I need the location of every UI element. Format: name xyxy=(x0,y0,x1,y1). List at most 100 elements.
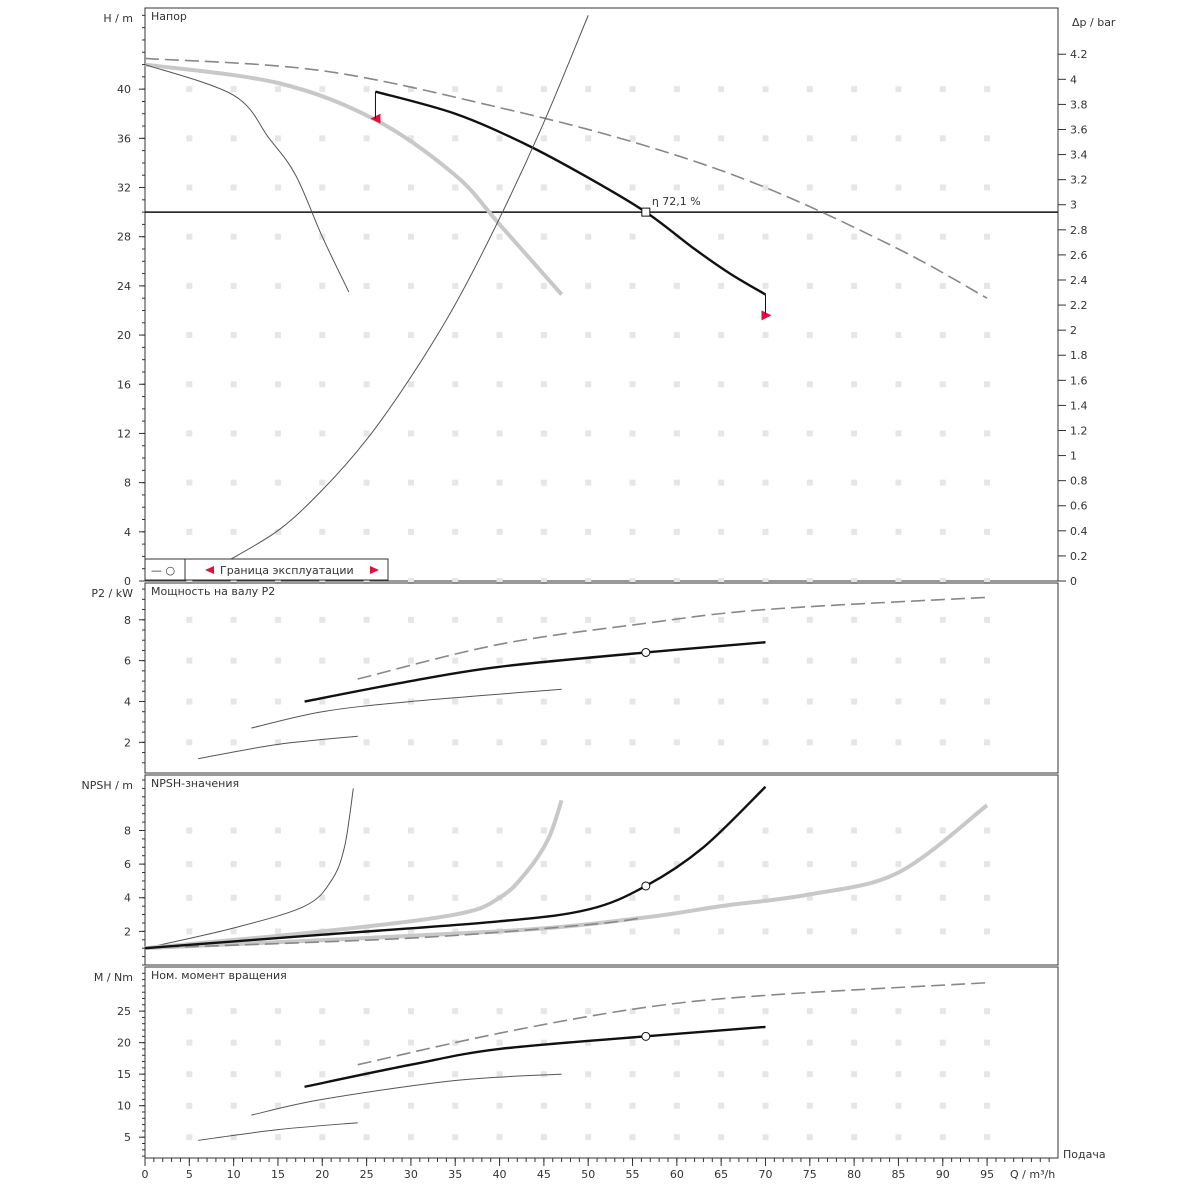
x-tick-label: 50 xyxy=(581,1168,595,1181)
grid-dot xyxy=(585,1071,592,1078)
y-right-tick-label: 3.6 xyxy=(1070,123,1088,136)
grid-dot xyxy=(540,430,547,437)
grid-dot xyxy=(718,1039,725,1046)
grid-dot xyxy=(496,282,503,289)
grid-dot xyxy=(540,184,547,191)
grid-dot xyxy=(939,616,946,623)
grid-dot xyxy=(319,1071,326,1078)
grid-dot xyxy=(319,739,326,746)
grid-dot xyxy=(984,528,991,535)
series-line-main xyxy=(304,1025,766,1088)
grid-dot xyxy=(186,528,193,535)
grid-dot xyxy=(718,184,725,191)
y-right-tick-label: 3.8 xyxy=(1070,98,1088,111)
grid-dot xyxy=(806,184,813,191)
grid-dot xyxy=(319,1008,326,1015)
grid-dot xyxy=(274,1039,281,1046)
grid-dot xyxy=(984,184,991,191)
grid-dot xyxy=(186,1134,193,1141)
grid-dot xyxy=(363,86,370,93)
grid-dot xyxy=(230,233,237,240)
grid-dot xyxy=(673,739,680,746)
x-tick-label: 90 xyxy=(936,1168,950,1181)
grid-dot xyxy=(851,698,858,705)
grid-dot xyxy=(363,381,370,388)
grid-dot xyxy=(673,861,680,868)
grid-dot xyxy=(629,616,636,623)
grid-dot xyxy=(496,430,503,437)
grid-dot xyxy=(319,86,326,93)
duty-point-marker xyxy=(641,207,651,217)
series-line-thin xyxy=(251,688,562,729)
grid-dot xyxy=(895,1102,902,1109)
grid-dot xyxy=(895,1039,902,1046)
x-tick-label: 20 xyxy=(315,1168,329,1181)
grid-dot xyxy=(762,184,769,191)
grid-dot xyxy=(585,381,592,388)
grid-dot xyxy=(629,698,636,705)
grid-dot xyxy=(939,578,946,584)
grid-dot xyxy=(496,1102,503,1109)
grid-dot xyxy=(718,1008,725,1015)
grid-dot xyxy=(452,479,459,486)
y-tick-label: 20 xyxy=(117,329,131,342)
grid-dot xyxy=(274,1102,281,1109)
series-line-thin xyxy=(144,64,350,293)
grid-dot xyxy=(407,528,414,535)
grid-dot xyxy=(984,861,991,868)
grid-dot xyxy=(673,86,680,93)
grid-dot xyxy=(540,135,547,142)
grid-dot xyxy=(939,282,946,289)
grid-dot xyxy=(274,657,281,664)
duty-point-marker xyxy=(641,881,651,891)
grid-dot xyxy=(407,827,414,834)
grid-dot xyxy=(496,528,503,535)
series-line-thin xyxy=(198,735,358,760)
panel-frame xyxy=(144,582,1059,774)
grid-dot xyxy=(629,1102,636,1109)
grid-dot xyxy=(363,528,370,535)
series-line-light xyxy=(144,62,564,296)
y-tick-label: 15 xyxy=(117,1068,131,1081)
grid-dot xyxy=(984,430,991,437)
grid-dot xyxy=(407,233,414,240)
grid-dot xyxy=(673,381,680,388)
grid-dot xyxy=(895,698,902,705)
grid-dot xyxy=(939,184,946,191)
y-right-tick-label: 0.8 xyxy=(1070,475,1088,488)
grid-dot xyxy=(718,332,725,339)
grid-dot xyxy=(984,1134,991,1141)
grid-dot xyxy=(851,1134,858,1141)
grid-dot xyxy=(363,332,370,339)
panel-title: Мощность на валу P2 xyxy=(151,585,275,598)
grid-dot xyxy=(585,698,592,705)
grid-dot xyxy=(762,894,769,901)
grid-dot xyxy=(718,894,725,901)
grid-dot xyxy=(629,528,636,535)
grid-dot xyxy=(496,698,503,705)
grid-dot xyxy=(939,135,946,142)
grid-dot xyxy=(452,1008,459,1015)
grid-dot xyxy=(407,1039,414,1046)
y-tick-label: 36 xyxy=(117,132,131,145)
grid-dot xyxy=(186,894,193,901)
grid-dot xyxy=(274,381,281,388)
grid-dot xyxy=(363,827,370,834)
grid-dot xyxy=(984,616,991,623)
grid-dot xyxy=(407,479,414,486)
x-tick-label: 65 xyxy=(714,1168,728,1181)
grid-dot xyxy=(540,657,547,664)
grid-dot xyxy=(186,479,193,486)
grid-dot xyxy=(540,861,547,868)
grid-dot xyxy=(673,430,680,437)
grid-dot xyxy=(762,861,769,868)
grid-dot xyxy=(673,698,680,705)
grid-dot xyxy=(806,1134,813,1141)
y-tick-label: 0 xyxy=(124,575,131,588)
grid-dot xyxy=(407,928,414,935)
grid-dot xyxy=(939,861,946,868)
grid-dot xyxy=(452,616,459,623)
grid-dot xyxy=(274,698,281,705)
grid-dot xyxy=(319,698,326,705)
y-tick-label: 40 xyxy=(117,83,131,96)
